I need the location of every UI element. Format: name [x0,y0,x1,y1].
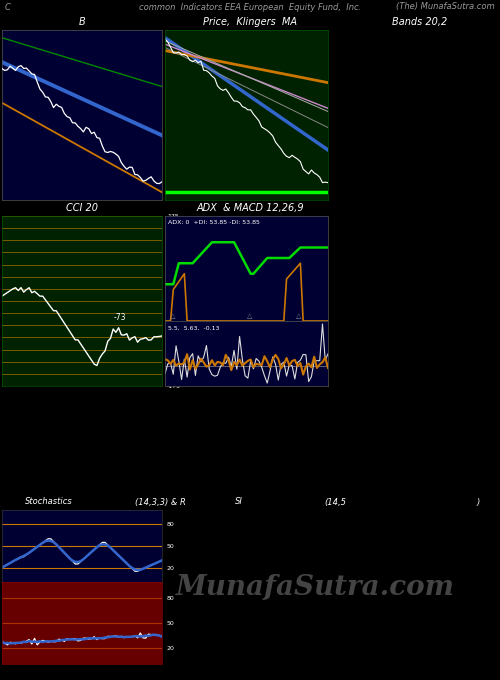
Text: △: △ [247,313,252,319]
Text: Price,  Klingers  MA: Price, Klingers MA [203,17,297,27]
Text: MunafaSutra.com: MunafaSutra.com [176,574,455,601]
Text: Bands 20,2: Bands 20,2 [392,17,448,27]
Text: ADX: 0  +DI: 53.85 -DI: 53.85: ADX: 0 +DI: 53.85 -DI: 53.85 [168,220,260,225]
Text: C: C [5,3,11,12]
Text: Stochastics: Stochastics [25,498,73,507]
Text: △: △ [170,313,176,319]
Text: common  Indicators EEA European  Equity Fund,  Inc.: common Indicators EEA European Equity Fu… [139,3,361,12]
Text: B: B [79,17,86,27]
Text: (14,5: (14,5 [324,498,346,507]
Text: 5.5,  5.63,  -0.13: 5.5, 5.63, -0.13 [168,326,220,331]
Text: △: △ [296,313,302,319]
Text: (14,3,3) & R: (14,3,3) & R [134,498,186,507]
Text: ): ) [477,498,480,507]
Text: CCI 20: CCI 20 [66,203,98,213]
Text: (The) MunafaSutra.com: (The) MunafaSutra.com [396,3,495,12]
Text: -73: -73 [114,313,126,322]
Text: ADX  & MACD 12,26,9: ADX & MACD 12,26,9 [196,203,304,213]
Text: SI: SI [235,498,243,507]
